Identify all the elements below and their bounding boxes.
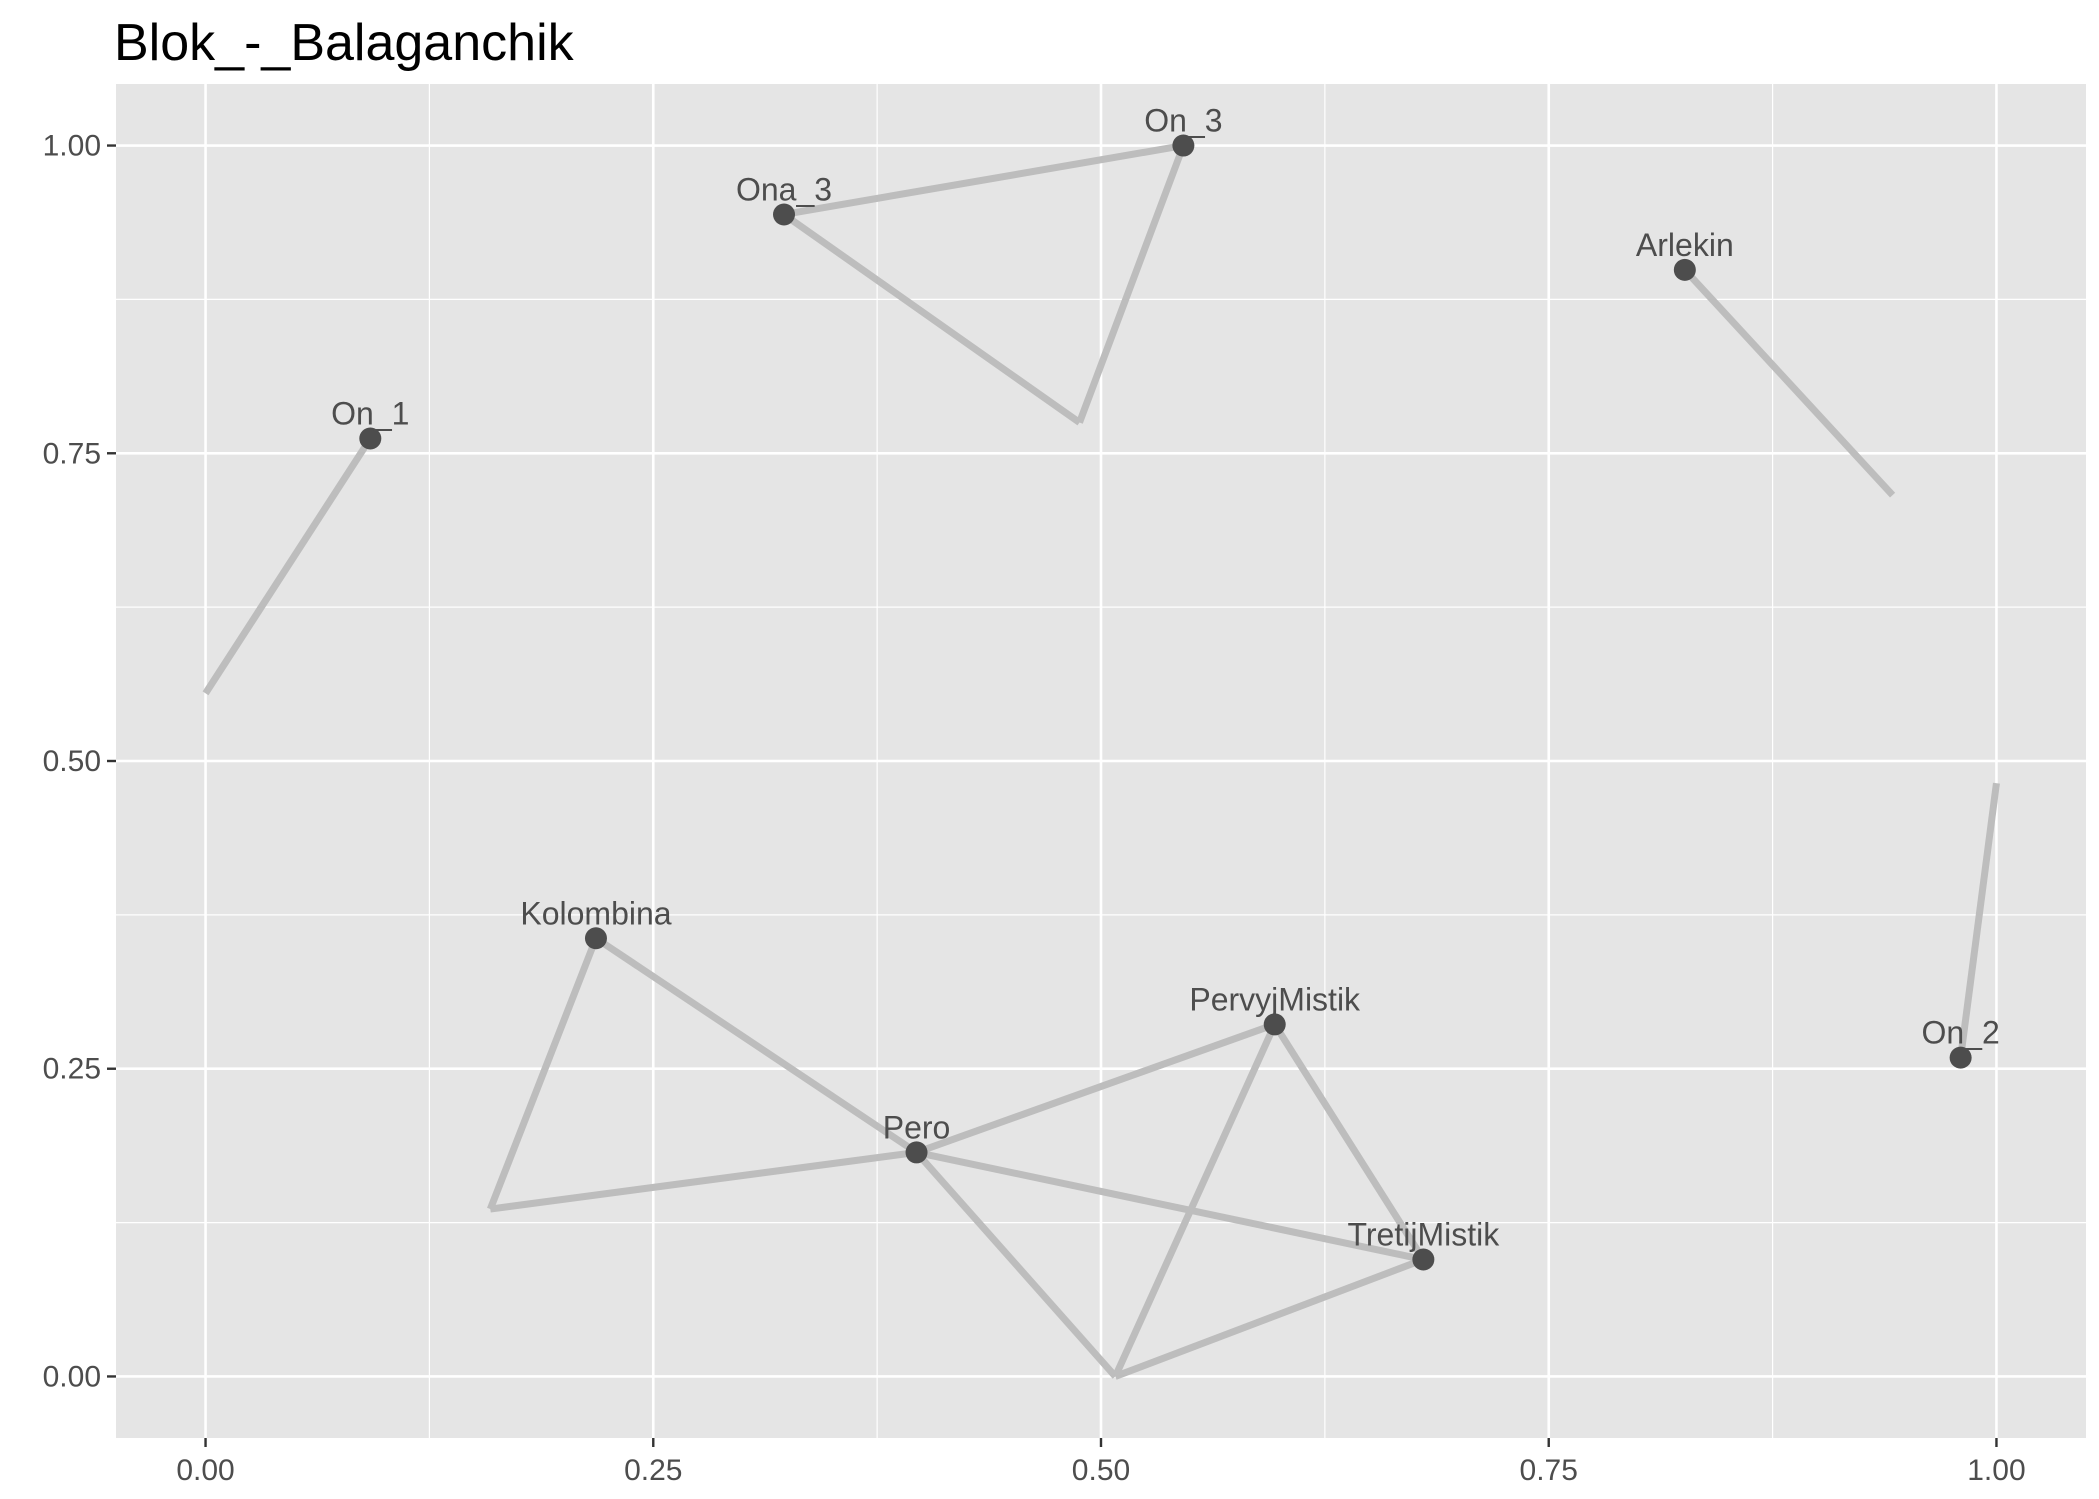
node-label: Ona_3 [736, 171, 832, 207]
x-axis: 0.00 0.25 0.50 0.75 1.00 [176, 1438, 2026, 1487]
x-tick-label: 0.50 [1072, 1454, 1130, 1487]
network-edge [594, 935, 919, 1156]
network-edge [1682, 267, 1896, 498]
network-edge [1271, 1022, 1427, 1262]
network-edge [915, 1149, 1425, 1263]
node-label: TretijMistik [1348, 1217, 1501, 1253]
network-node [584, 927, 607, 950]
y-tick-label: 0.50 [43, 745, 101, 778]
x-tick-label: 0.25 [624, 1454, 682, 1487]
chart-title: Blok_-_Balaganchik [114, 14, 575, 72]
network-edge [487, 936, 600, 1211]
network-edge [1114, 1256, 1425, 1380]
network-edge [1957, 782, 2000, 1059]
network-node [1263, 1013, 1286, 1036]
y-tick-label: 1.00 [43, 130, 101, 163]
node-layer [359, 134, 1972, 1271]
node-label: Kolombina [520, 895, 671, 931]
network-edge [202, 436, 374, 696]
y-axis: 0.00 0.25 0.50 0.75 1.00 [43, 130, 116, 1393]
node-label: On_3 [1144, 103, 1222, 139]
network-edge [1112, 1022, 1278, 1378]
network-edge [783, 142, 1184, 218]
network-edge [489, 1148, 917, 1213]
node-label: Pero [883, 1109, 951, 1145]
grid-major [116, 84, 2086, 1438]
network-node [1673, 258, 1696, 281]
node-label: On_1 [331, 396, 409, 432]
edge-layer [202, 142, 2000, 1380]
network-node [1172, 134, 1195, 157]
network-edge [781, 211, 1082, 426]
y-tick-label: 0.00 [43, 1360, 101, 1393]
network-node [1949, 1046, 1972, 1069]
network-edge [915, 1021, 1276, 1156]
network-node [773, 203, 796, 226]
x-tick-label: 0.75 [1520, 1454, 1578, 1487]
y-tick-label: 0.75 [43, 437, 101, 470]
x-tick-label: 1.00 [1967, 1454, 2025, 1487]
network-edge [913, 1150, 1118, 1379]
node-label: On_2 [1921, 1015, 1999, 1051]
network-node [359, 427, 382, 450]
node-label-layer: On_3 Ona_3 Arlekin On_1 Kolombina PervyjMisti… [331, 103, 2000, 1253]
network-edge [1076, 144, 1187, 424]
y-tick-label: 0.25 [43, 1053, 101, 1086]
network-node [905, 1141, 928, 1164]
node-label: Arlekin [1636, 227, 1734, 263]
network-node [1412, 1248, 1435, 1271]
node-label: PervyjMistik [1189, 981, 1361, 1017]
x-tick-label: 0.00 [176, 1454, 234, 1487]
